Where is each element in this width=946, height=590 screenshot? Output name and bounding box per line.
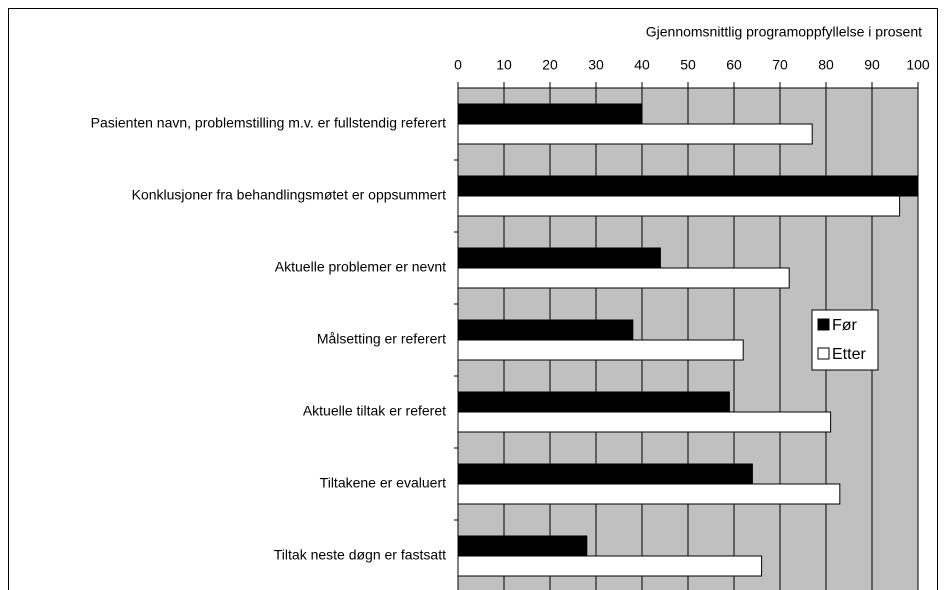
x-tick-label: 70 <box>772 57 788 73</box>
bar <box>457 483 841 505</box>
bar <box>457 339 744 361</box>
x-tick-label: 80 <box>818 57 834 73</box>
y-tick-label: Aktuelle problemer er nevnt <box>275 259 446 275</box>
x-tick-label: 100 <box>906 57 930 73</box>
legend: Før Etter <box>811 309 879 371</box>
bar <box>457 103 643 125</box>
y-tick-label: Tiltak neste døgn er fastsatt <box>274 547 446 563</box>
x-tick-label: 0 <box>454 57 462 73</box>
bar <box>457 463 753 485</box>
y-tick-label: Aktuelle tiltak er referet <box>303 403 446 419</box>
legend-swatch <box>817 347 830 360</box>
y-tick-label: Pasienten navn, problemstilling m.v. er … <box>91 115 446 131</box>
bar <box>457 247 661 269</box>
bar <box>457 391 730 413</box>
x-tick-label: 10 <box>496 57 512 73</box>
bar <box>457 535 588 557</box>
bar <box>457 267 790 289</box>
bar <box>457 411 832 433</box>
y-tick-label: Tiltakene er evaluert <box>320 475 446 491</box>
y-tick-label: Konklusjoner fra behandlingsmøtet er opp… <box>132 187 446 203</box>
bar <box>457 195 901 217</box>
x-axis-title: Gjennomsnittlig programoppfyllelse i pro… <box>646 24 922 40</box>
x-tick-label: 60 <box>726 57 742 73</box>
x-tick-label: 50 <box>680 57 696 73</box>
bar <box>457 175 919 197</box>
bar <box>457 123 813 145</box>
bar <box>457 319 634 341</box>
x-tick-label: 20 <box>542 57 558 73</box>
x-tick-label: 40 <box>634 57 650 73</box>
x-tick-label: 30 <box>588 57 604 73</box>
legend-label: Etter <box>832 346 866 363</box>
bar <box>457 555 763 577</box>
legend-label: Før <box>832 317 858 334</box>
x-tick-label: 90 <box>864 57 880 73</box>
legend-swatch <box>817 318 830 331</box>
y-tick-label: Målsetting er referert <box>317 331 446 347</box>
